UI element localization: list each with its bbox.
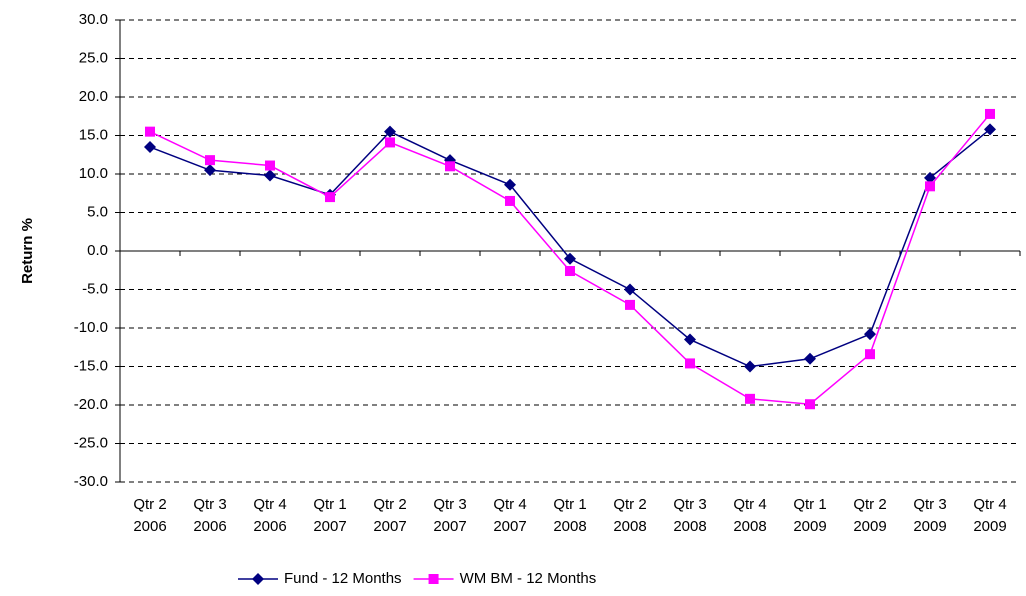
marker — [925, 181, 935, 192]
marker — [325, 192, 335, 203]
marker — [804, 352, 816, 365]
series-line — [149, 128, 991, 368]
y-tick-label: 25.0 — [79, 49, 108, 66]
marker — [684, 333, 696, 346]
marker — [984, 123, 996, 136]
marker — [745, 393, 755, 404]
x-tick-label: Qtr 2 2007 — [373, 496, 407, 535]
y-tick-label: 10.0 — [79, 165, 108, 182]
y-axis-title: Return % — [19, 218, 36, 284]
marker — [504, 178, 516, 191]
x-tick-label: Qtr 3 2008 — [673, 496, 707, 535]
marker — [685, 358, 695, 369]
x-tick-label: Qtr 4 2006 — [253, 496, 287, 535]
legend-label: Fund - 12 Months — [284, 570, 402, 587]
y-tick-label: 20.0 — [79, 88, 108, 105]
marker — [384, 125, 396, 138]
x-tick-label: Qtr 3 2009 — [913, 496, 947, 535]
marker — [445, 161, 455, 172]
y-tick-label: 5.0 — [87, 203, 108, 220]
marker — [252, 573, 264, 585]
marker — [205, 155, 215, 166]
x-tick-label: Qtr 1 2008 — [553, 496, 587, 535]
x-tick-label: Qtr 2 2009 — [853, 496, 887, 535]
marker — [265, 160, 275, 171]
x-tick-label: Qtr 3 2007 — [433, 496, 467, 535]
x-tick-label: Qtr 2 2006 — [133, 496, 167, 535]
y-tick-label: 30.0 — [79, 11, 108, 28]
marker — [204, 164, 216, 177]
y-tick-label: -30.0 — [74, 473, 108, 490]
x-tick-label: Qtr 4 2008 — [733, 496, 767, 535]
marker — [428, 574, 439, 584]
marker — [865, 349, 875, 360]
marker — [805, 399, 815, 410]
y-tick-label: -25.0 — [74, 434, 108, 451]
legend-label: WM BM - 12 Months — [460, 570, 597, 587]
marker — [864, 328, 876, 341]
marker — [564, 252, 576, 265]
marker — [145, 126, 155, 137]
y-tick-label: -5.0 — [82, 280, 108, 297]
x-tick-label: Qtr 2 2008 — [613, 496, 647, 535]
marker — [565, 266, 575, 277]
x-tick-label: Qtr 1 2009 — [793, 496, 827, 535]
marker — [385, 137, 395, 148]
marker — [985, 108, 995, 119]
y-tick-label: 15.0 — [79, 126, 108, 143]
marker — [264, 169, 276, 182]
marker — [924, 171, 936, 184]
x-tick-label: Qtr 1 2007 — [313, 496, 347, 535]
x-tick-label: Qtr 4 2009 — [973, 496, 1007, 535]
marker — [625, 299, 635, 310]
marker — [144, 141, 156, 154]
y-tick-label: 0.0 — [87, 242, 108, 259]
marker — [505, 195, 515, 206]
y-tick-label: -10.0 — [74, 319, 108, 336]
y-tick-label: -15.0 — [74, 357, 108, 374]
marker — [624, 283, 636, 296]
y-tick-label: -20.0 — [74, 396, 108, 413]
x-tick-label: Qtr 4 2007 — [493, 496, 527, 535]
marker — [744, 360, 756, 373]
x-tick-label: Qtr 3 2006 — [193, 496, 227, 535]
